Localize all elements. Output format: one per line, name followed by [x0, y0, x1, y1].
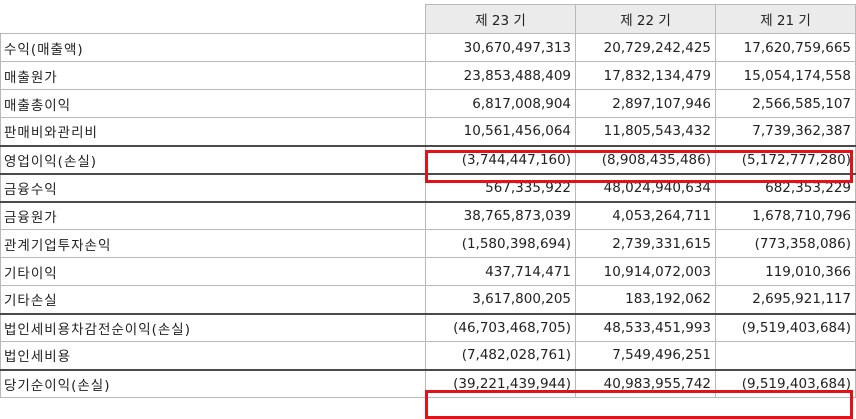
value-period-23: (7,482,028,761): [425, 341, 576, 370]
header-period-22: 제 22 기: [575, 4, 716, 34]
row-finance-income: 금융수익 567,335,922 48,024,940,634 682,353,…: [0, 172, 856, 202]
value-period-22: 4,053,264,711: [575, 200, 716, 230]
row-label: 관계기업투자손익: [0, 229, 426, 258]
value-period-21: (9,519,403,684): [715, 368, 856, 398]
value-period-23: 38,765,873,039: [425, 200, 576, 230]
row-revenue: 수익(매출액) 30,670,497,313 20,729,242,425 17…: [0, 33, 856, 62]
row-label: 당기순이익(손실): [0, 368, 426, 398]
value-period-23: 567,335,922: [425, 172, 576, 202]
value-period-22: 40,983,955,742: [575, 368, 716, 398]
value-period-22: 183,192,062: [575, 285, 716, 314]
value-period-23: 3,617,800,205: [425, 285, 576, 314]
value-period-22: 20,729,242,425: [575, 33, 716, 62]
value-period-23: 437,714,471: [425, 257, 576, 286]
row-net-income: 당기순이익(손실) (39,221,439,944) 40,983,955,74…: [0, 368, 856, 398]
row-label: 기타이익: [0, 257, 426, 286]
row-income-tax: 법인세비용 (7,482,028,761) 7,549,496,251: [0, 341, 856, 370]
value-period-23: 10,561,456,064: [425, 117, 576, 146]
header-corner: [0, 4, 426, 34]
row-label: 금융원가: [0, 200, 426, 230]
row-label: 금융수익: [0, 172, 426, 202]
value-period-22: 10,914,072,003: [575, 257, 716, 286]
value-period-22: 48,024,940,634: [575, 172, 716, 202]
value-period-22: 7,549,496,251: [575, 341, 716, 370]
value-period-21: 7,739,362,387: [715, 117, 856, 146]
value-period-21: (9,519,403,684): [715, 312, 856, 342]
value-period-22: 48,533,451,993: [575, 312, 716, 342]
value-period-22: 2,897,107,946: [575, 89, 716, 118]
value-period-22: 11,805,543,432: [575, 117, 716, 146]
value-period-21: 17,620,759,665: [715, 33, 856, 62]
value-period-23: 30,670,497,313: [425, 33, 576, 62]
row-label: 매출총이익: [0, 89, 426, 118]
value-period-21: 1,678,710,796: [715, 200, 856, 230]
row-gross-profit: 매출총이익 6,817,008,904 2,897,107,946 2,566,…: [0, 89, 856, 118]
income-statement-table: 제 23 기 제 22 기 제 21 기 수익(매출액) 30,670,497,…: [0, 4, 856, 398]
row-label: 수익(매출액): [0, 33, 426, 62]
value-period-21: 119,010,366: [715, 257, 856, 286]
value-period-23: (3,744,447,160): [425, 144, 576, 174]
value-period-23: 6,817,008,904: [425, 89, 576, 118]
value-period-23: 23,853,488,409: [425, 61, 576, 90]
value-period-21: (5,172,777,280): [715, 144, 856, 174]
row-associate-investment: 관계기업투자손익 (1,580,398,694) 2,739,331,615 (…: [0, 229, 856, 258]
row-finance-costs: 금융원가 38,765,873,039 4,053,264,711 1,678,…: [0, 200, 856, 230]
row-label: 매출원가: [0, 61, 426, 90]
row-label: 법인세비용: [0, 341, 426, 370]
value-period-21: 682,353,229: [715, 172, 856, 202]
value-period-21: 2,566,585,107: [715, 89, 856, 118]
row-label: 판매비와관리비: [0, 117, 426, 146]
row-label: 영업이익(손실): [0, 144, 426, 174]
value-period-22: 17,832,134,479: [575, 61, 716, 90]
value-period-23: (46,703,468,705): [425, 312, 576, 342]
value-period-23: (39,221,439,944): [425, 368, 576, 398]
value-period-21: 15,054,174,558: [715, 61, 856, 90]
row-label: 법인세비용차감전순이익(손실): [0, 312, 426, 342]
income-statement: 제 23 기 제 22 기 제 21 기 수익(매출액) 30,670,497,…: [0, 4, 856, 398]
value-period-21: [715, 341, 856, 370]
value-period-21: (773,358,086): [715, 229, 856, 258]
row-sga-expenses: 판매비와관리비 10,561,456,064 11,805,543,432 7,…: [0, 117, 856, 146]
row-other-gains: 기타이익 437,714,471 10,914,072,003 119,010,…: [0, 257, 856, 286]
header-period-21: 제 21 기: [715, 4, 856, 34]
row-pretax-income: 법인세비용차감전순이익(손실) (46,703,468,705) 48,533,…: [0, 312, 856, 342]
row-operating-income: 영업이익(손실) (3,744,447,160) (8,908,435,486)…: [0, 144, 856, 174]
row-other-losses: 기타손실 3,617,800,205 183,192,062 2,695,921…: [0, 285, 856, 314]
header-row: 제 23 기 제 22 기 제 21 기: [0, 4, 856, 34]
value-period-21: 2,695,921,117: [715, 285, 856, 314]
value-period-22: 2,739,331,615: [575, 229, 716, 258]
row-cost-of-sales: 매출원가 23,853,488,409 17,832,134,479 15,05…: [0, 61, 856, 90]
header-period-23: 제 23 기: [425, 4, 576, 34]
value-period-23: (1,580,398,694): [425, 229, 576, 258]
row-label: 기타손실: [0, 285, 426, 314]
value-period-22: (8,908,435,486): [575, 144, 716, 174]
